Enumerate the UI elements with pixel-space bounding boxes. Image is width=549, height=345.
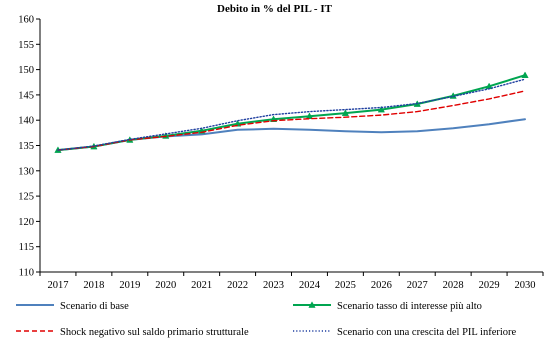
y-tick-label: 160	[18, 15, 34, 26]
x-tick-label: 2021	[191, 280, 212, 291]
legend-label-1: Scenario tasso di interesse più alto	[337, 301, 482, 312]
series-line-3	[57, 78, 526, 151]
x-tick-label: 2022	[227, 280, 248, 291]
y-tick-label: 150	[18, 65, 34, 76]
legend-label-3: Scenario con una crescita del PIL inferi…	[337, 327, 517, 338]
series-point-1	[377, 105, 385, 113]
y-tick-label: 110	[19, 268, 34, 279]
series-line-0	[57, 118, 526, 152]
x-tick-label: 2025	[335, 280, 356, 291]
x-tick-label: 2030	[515, 280, 536, 291]
x-tick-label: 2019	[119, 280, 140, 291]
y-tick-label: 115	[19, 242, 34, 253]
y-tick-label: 145	[18, 90, 34, 101]
y-tick-label: 130	[18, 166, 34, 177]
series-point-1	[341, 109, 350, 116]
series-line-2	[57, 90, 526, 151]
x-tick-label: 2028	[443, 280, 464, 291]
y-tick-label: 125	[18, 192, 34, 203]
y-tick-label: 120	[18, 217, 34, 228]
y-tick-label: 135	[18, 141, 34, 152]
series-point-1	[233, 120, 242, 127]
x-tick-label: 2024	[299, 280, 321, 291]
legend-label-2: Shock negativo sul saldo primario strutt…	[60, 327, 249, 338]
x-tick-label: 2027	[407, 280, 428, 291]
x-tick-label: 2029	[479, 280, 500, 291]
x-tick-label: 2018	[83, 280, 104, 291]
x-tick-label: 2023	[263, 280, 284, 291]
legend-label-0: Scenario di base	[60, 301, 129, 312]
legend-marker-1	[308, 301, 316, 308]
x-tick-label: 2017	[47, 280, 68, 291]
series-point-1	[521, 71, 529, 78]
y-tick-label: 140	[18, 116, 34, 127]
x-tick-label: 2020	[155, 280, 176, 291]
y-tick-label: 155	[18, 40, 34, 51]
chart-title: Debito in % del PIL - IT	[217, 3, 332, 15]
x-tick-label: 2026	[371, 280, 392, 291]
